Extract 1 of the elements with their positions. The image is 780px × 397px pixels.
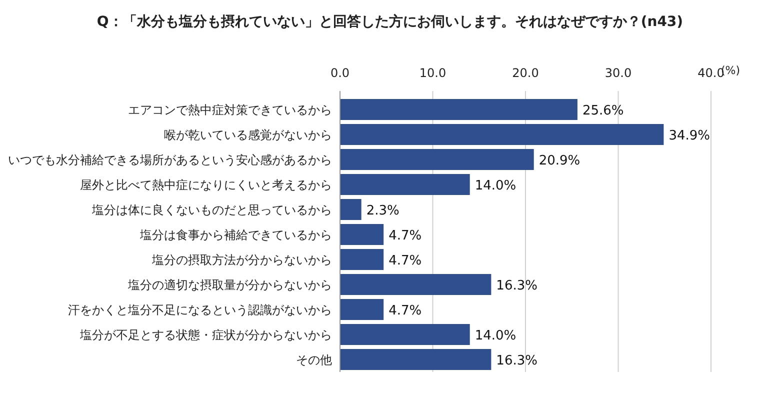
title: Q：「水分も塩分も摂れていない」と回答した方にお伺いします。それはなぜですか？(n43) <box>96 14 684 30</box>
